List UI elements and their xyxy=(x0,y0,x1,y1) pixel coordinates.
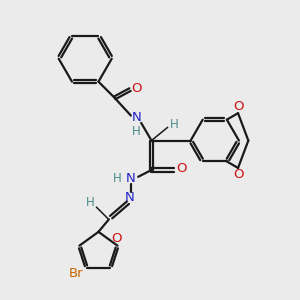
Text: O: O xyxy=(233,100,243,113)
Text: H: H xyxy=(170,118,178,131)
Text: N: N xyxy=(131,111,141,124)
Text: N: N xyxy=(126,172,136,185)
Text: O: O xyxy=(111,232,122,245)
Text: H: H xyxy=(113,172,122,185)
Text: N: N xyxy=(124,191,134,204)
Text: O: O xyxy=(176,162,187,175)
Text: H: H xyxy=(132,125,140,138)
Text: H: H xyxy=(86,196,95,209)
Text: O: O xyxy=(233,168,243,181)
Text: Br: Br xyxy=(69,267,83,280)
Text: O: O xyxy=(131,82,142,94)
